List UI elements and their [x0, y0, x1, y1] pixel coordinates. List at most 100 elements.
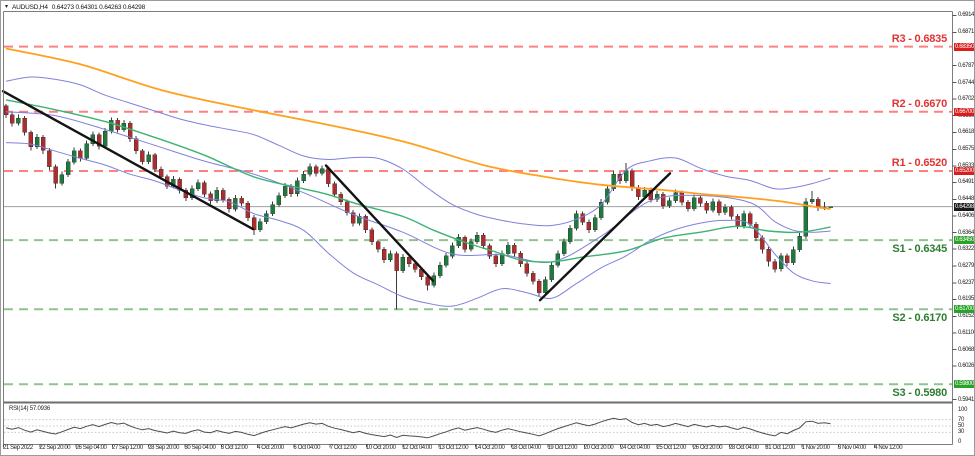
candle-bull [400, 256, 405, 271]
candle-bull [270, 204, 275, 214]
ma-green-line [5, 99, 831, 263]
candle-bear [363, 216, 368, 230]
candle-bull [34, 136, 40, 148]
candle-bear [208, 193, 213, 201]
date-label: 21 Sep 2022 [3, 445, 33, 451]
pivot-price-badge-R1: 0.65200 [954, 167, 974, 175]
candle-bull [506, 245, 511, 254]
candle-bear [351, 212, 356, 224]
candle-bear [78, 150, 83, 159]
candle-bear [406, 256, 412, 265]
candle-bull [611, 173, 616, 189]
date-label: 28 Oct 04:00 [729, 445, 759, 451]
candle-bull [599, 201, 604, 218]
date-label: 19 Oct 12:00 [547, 445, 578, 451]
rsi-scale-label: 70 [958, 416, 965, 423]
candle-bear [369, 229, 374, 242]
symbol-dropdown-icon[interactable]: ▾ [5, 4, 9, 10]
bollinger-upper-line [5, 76, 831, 227]
date-label: 6 Oct 04:00 [293, 445, 321, 451]
candle-bear [754, 224, 759, 238]
candle-bear [698, 197, 703, 204]
candle-bear [226, 199, 232, 210]
candle-bull [388, 253, 393, 261]
pivot-label-S2: S2 - 0.6170 [892, 312, 947, 325]
date-label: 30 Sep 04:00 [184, 445, 216, 451]
candle-bear [630, 170, 635, 188]
candle-bull [605, 188, 610, 203]
chart-header: ▾ AUDUSD,H4 0.64273 0.64301 0.64263 0.64… [5, 3, 145, 11]
candle-bull [59, 174, 64, 184]
bollinger-middle-line [5, 111, 831, 264]
candle-bear [735, 216, 740, 227]
candle-bull [710, 201, 715, 211]
pivot-label-R1: R1 - 0.6520 [891, 157, 947, 169]
candle-bear [344, 201, 350, 213]
candle-bear [766, 248, 771, 262]
candle-bear [47, 150, 52, 167]
current-price-badge: 0.64298 [954, 202, 974, 211]
date-label: 14 Oct 20:00 [474, 445, 505, 451]
candle-bear [772, 261, 777, 270]
candle-bull [301, 173, 306, 182]
pivot-label-R2: R2 - 0.6670 [891, 97, 947, 110]
candle-bear [425, 276, 430, 286]
ma-orange-line [5, 47, 831, 210]
candle-bear [375, 241, 381, 250]
candle-bear [140, 150, 145, 162]
candle-bear [158, 168, 164, 177]
price-axis[interactable] [954, 11, 974, 444]
trendline-2[interactable] [324, 164, 435, 282]
candle-bull [307, 166, 312, 175]
date-label: 4 Oct 20:00 [257, 445, 284, 451]
candle-bear [127, 122, 133, 139]
candle-bull [65, 161, 71, 175]
pivot-price-badge-S2: 0.61700 [954, 305, 974, 314]
date-label: 3 Nov 04:00 [837, 445, 866, 451]
candle-bull [214, 190, 220, 201]
candle-bull [568, 228, 573, 242]
pivot-price-badge-R2: 0.66700 [954, 107, 974, 116]
date-label: 24 Oct 04:00 [620, 445, 650, 451]
candle-bear [28, 132, 33, 148]
candle-bull [543, 279, 548, 293]
candle-bear [3, 105, 9, 116]
candle-bull [828, 206, 833, 208]
rsi-line [5, 417, 831, 439]
rsi-scale-label: 30 [958, 429, 965, 436]
candle-bull [146, 154, 151, 162]
rsi-indicator-label: RSI(14) 57.0936 [9, 406, 50, 413]
candle-bear [512, 245, 517, 254]
candle-bear [313, 166, 319, 174]
pivot-price-badge-R3: 0.68350 [954, 42, 974, 51]
candle-bear [53, 166, 58, 184]
trendline-1[interactable] [1, 89, 255, 231]
candle-bull [109, 120, 114, 132]
candle-bull [723, 207, 728, 213]
price-tick-label: 0.59410 [958, 396, 974, 403]
trendline-3[interactable] [538, 172, 672, 302]
candle-bull [475, 234, 480, 242]
pivot-label-S3: S3 - 0.5980 [892, 387, 947, 400]
candle-bear [747, 213, 753, 225]
date-label: 7 Oct 12:00 [329, 445, 357, 451]
date-label: 28 Sep 20:00 [148, 445, 180, 451]
